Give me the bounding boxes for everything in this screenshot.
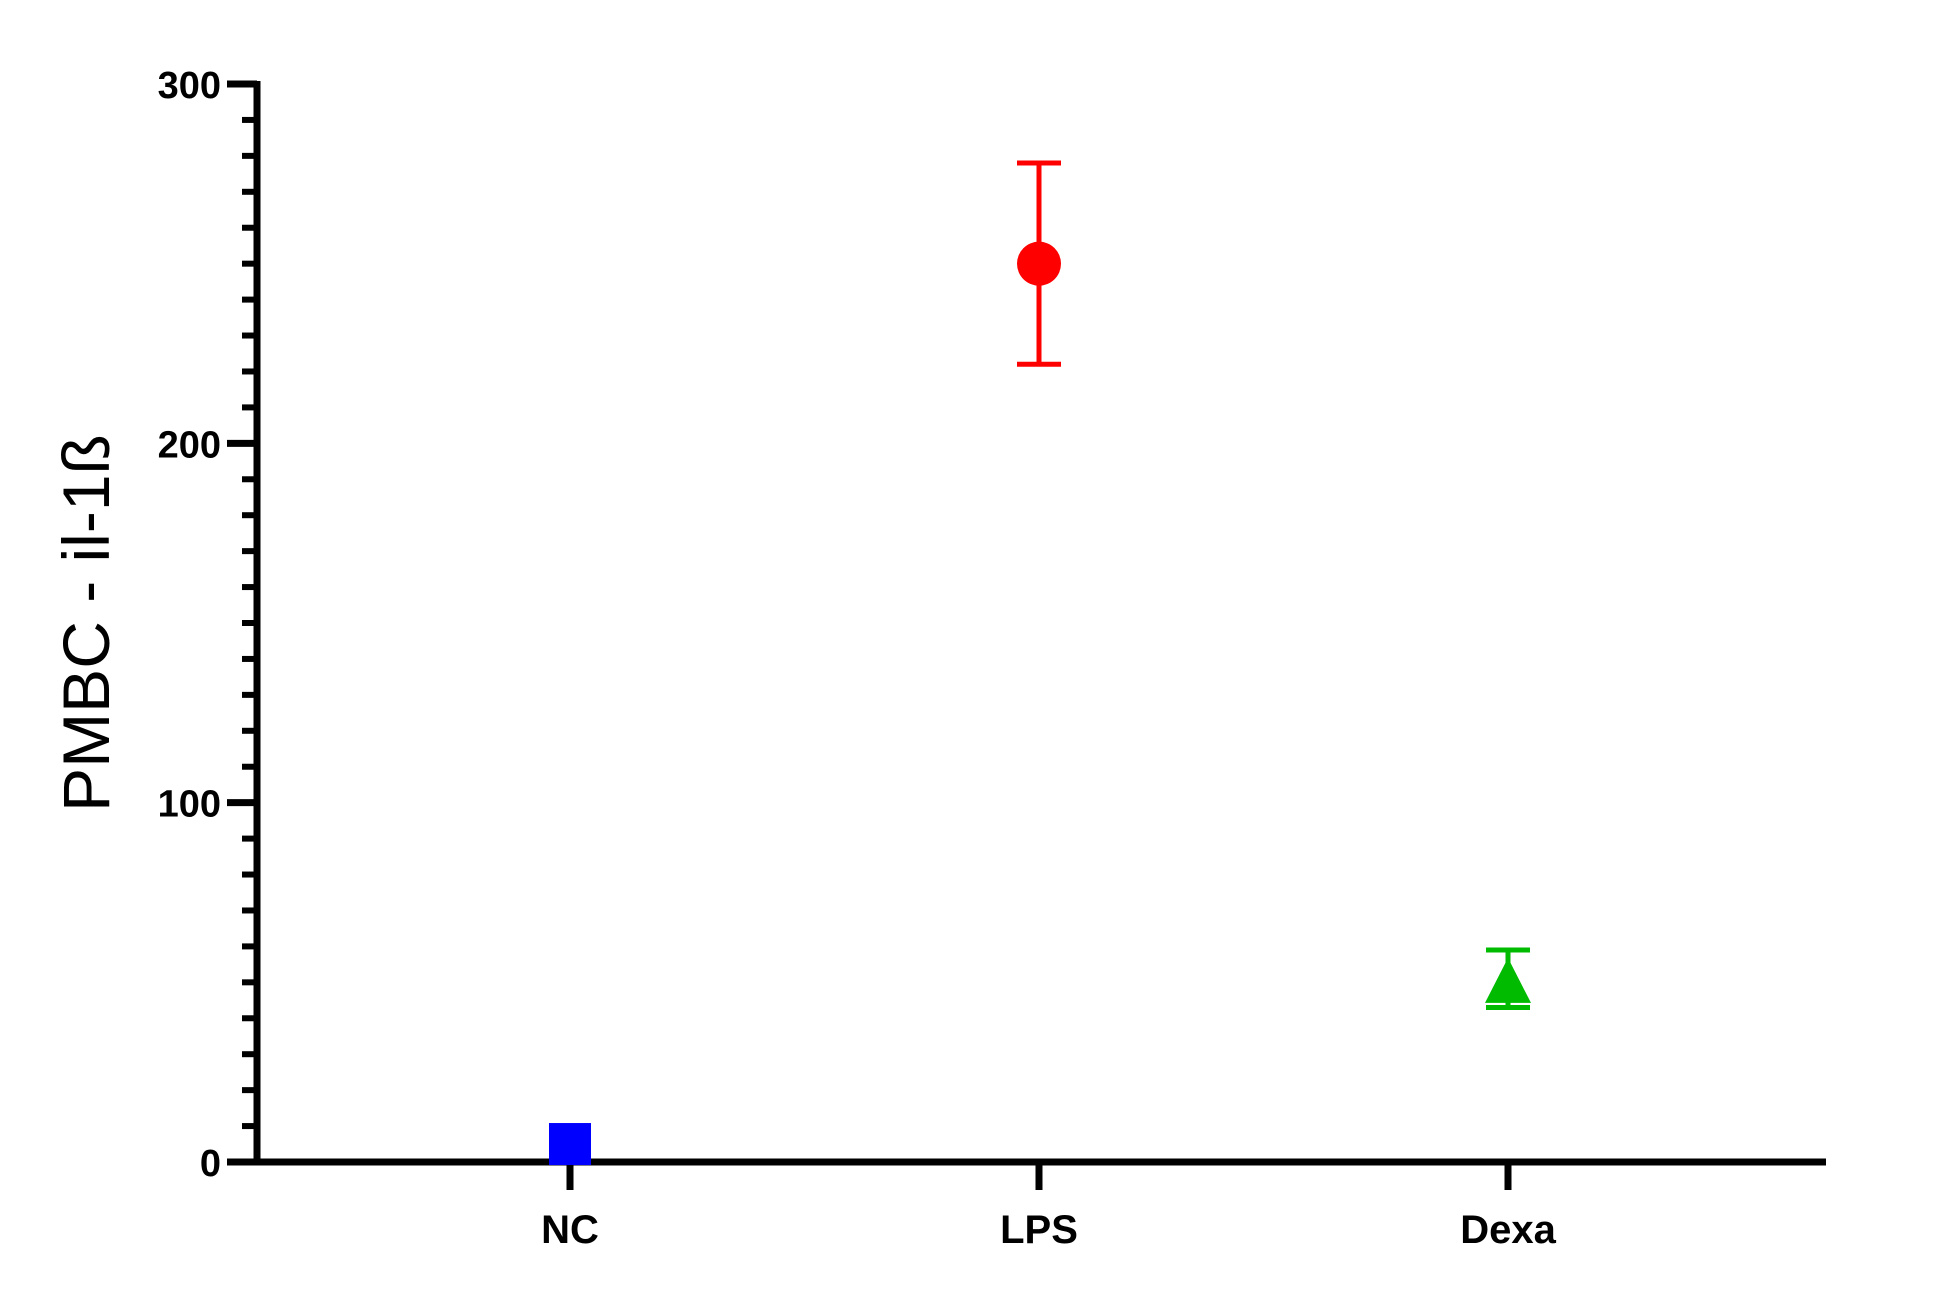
y-axis-tick-labels: 0 100 200 300 (158, 65, 221, 1185)
x-tick-label: NC (541, 1208, 599, 1252)
x-axis-ticks (566, 1162, 1512, 1190)
y-tick-label: 200 (158, 424, 221, 466)
y-axis-ticks (227, 80, 257, 1166)
x-axis-tick-labels: NC LPS Dexa (541, 1208, 1556, 1252)
y-axis-title: PMBC - il-1ß (49, 434, 123, 812)
y-tick-label: 300 (158, 65, 221, 107)
y-tick-label: 0 (200, 1143, 221, 1185)
data-point-lps (1017, 241, 1061, 286)
x-tick-label: LPS (1000, 1208, 1078, 1252)
data-point-nc (549, 1123, 591, 1166)
y-tick-label: 100 (158, 784, 221, 826)
data-marks (549, 160, 1531, 1166)
x-tick-label: Dexa (1460, 1208, 1556, 1252)
data-point-dexa (1485, 957, 1531, 1003)
